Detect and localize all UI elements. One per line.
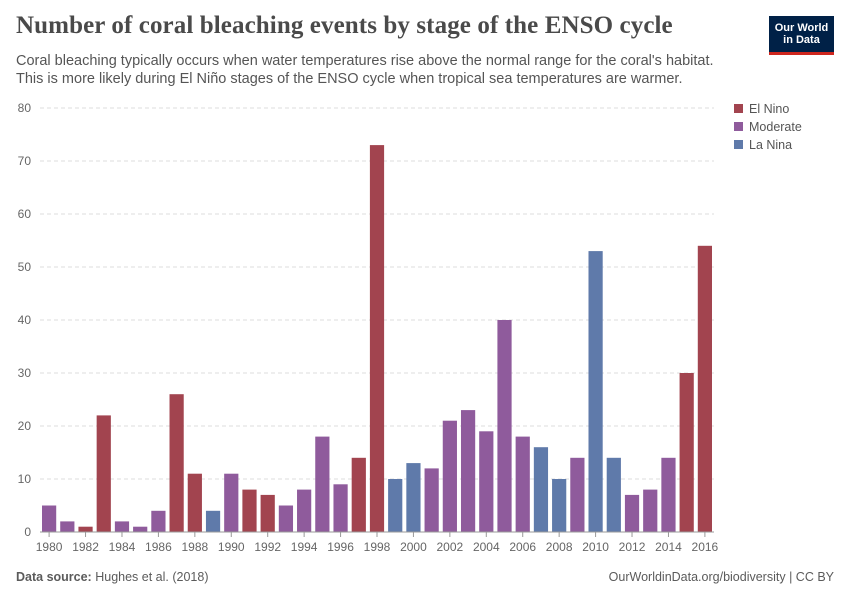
bar-2013[interactable] [643, 489, 658, 532]
x-tick-label: 1998 [364, 540, 391, 554]
owid-logo[interactable]: Our World in Data [769, 16, 834, 55]
site-url[interactable]: OurWorldinData.org/biodiversity | CC BY [608, 570, 834, 584]
chart-subtitle: Coral bleaching typically occurs when wa… [16, 52, 756, 88]
subtitle-line-1: Coral bleaching typically occurs when wa… [16, 53, 714, 69]
bar-1987[interactable] [169, 394, 184, 532]
data-source: Data source: Hughes et al. (2018) [16, 570, 208, 584]
bar-2014[interactable] [661, 457, 676, 532]
bar-1988[interactable] [187, 473, 202, 532]
bar-1983[interactable] [96, 415, 111, 532]
y-tick-label: 20 [18, 419, 32, 433]
data-source-link[interactable]: Hughes et al. (2018) [95, 570, 209, 584]
bar-1985[interactable] [133, 526, 148, 532]
bar-1981[interactable] [60, 521, 75, 532]
bar-2000[interactable] [406, 463, 421, 532]
x-tick-label: 2008 [546, 540, 573, 554]
y-tick-label: 30 [18, 366, 32, 380]
legend-item-la-nina[interactable]: La Nina [749, 138, 792, 152]
bar-2006[interactable] [515, 436, 530, 532]
bar-1989[interactable] [205, 510, 221, 532]
legend-swatch [734, 140, 743, 149]
legend-item-el-nino[interactable]: El Nino [749, 102, 789, 116]
logo-line-2: in Data [783, 34, 820, 46]
bar-1986[interactable] [151, 510, 166, 532]
bar-1996[interactable] [333, 484, 348, 532]
x-tick-label: 1980 [36, 540, 63, 554]
x-tick-label: 2004 [473, 540, 500, 554]
y-tick-label: 0 [24, 525, 31, 539]
bar-1980[interactable] [42, 505, 57, 533]
bar-2008[interactable] [552, 479, 567, 532]
x-tick-label: 1994 [291, 540, 318, 554]
x-tick-label: 1992 [254, 540, 281, 554]
legend-item-moderate[interactable]: Moderate [749, 120, 802, 134]
y-tick-label: 40 [18, 313, 32, 327]
bars [42, 145, 712, 533]
bar-1997[interactable] [351, 457, 366, 532]
bar-1994[interactable] [297, 489, 312, 532]
bar-1984[interactable] [114, 521, 130, 532]
bar-2001[interactable] [424, 468, 439, 532]
bar-2012[interactable] [624, 494, 640, 532]
y-tick-label: 50 [18, 260, 32, 274]
bar-1993[interactable] [278, 505, 294, 533]
x-tick-label: 1984 [109, 540, 136, 554]
bar-2015[interactable] [679, 373, 694, 532]
x-tick-label: 2010 [582, 540, 609, 554]
legend: El Nino Moderate La Nina [734, 102, 802, 152]
bar-1999[interactable] [388, 479, 403, 532]
bar-2009[interactable] [570, 457, 585, 532]
bar-2011[interactable] [606, 457, 621, 532]
x-tick-label: 1982 [72, 540, 99, 554]
y-tick-label: 70 [18, 154, 32, 168]
y-tick-label: 60 [18, 207, 32, 221]
x-tick-label: 2000 [400, 540, 427, 554]
bar-2003[interactable] [460, 410, 476, 532]
data-source-label: Data source: [16, 570, 92, 584]
x-tick-label: 1996 [327, 540, 354, 554]
x-tick-label: 2012 [619, 540, 646, 554]
bar-2007[interactable] [533, 447, 549, 532]
bar-1992[interactable] [260, 494, 275, 532]
legend-swatch [734, 122, 743, 131]
x-tick-label: 1990 [218, 540, 245, 554]
bar-2004[interactable] [479, 431, 494, 532]
x-tick-label: 2002 [437, 540, 464, 554]
bar-2016[interactable] [697, 245, 712, 533]
bar-1998[interactable] [369, 145, 385, 532]
bar-2002[interactable] [442, 420, 457, 532]
x-axis: 1980 1982 1984 1986 1988 1990 1992 1994 1996 1998… [36, 531, 719, 554]
bar-2005[interactable] [497, 320, 512, 532]
x-tick-label: 2016 [692, 540, 719, 554]
bar-1991[interactable] [242, 489, 257, 532]
x-tick-label: 1986 [145, 540, 172, 554]
y-tick-label: 10 [18, 472, 32, 486]
x-tick-label: 2014 [655, 540, 682, 554]
subtitle-line-2: This is more likely during El Niño stage… [16, 71, 683, 87]
logo-line-1: Our World [774, 22, 829, 34]
bar-1995[interactable] [315, 436, 330, 532]
bar-1982[interactable] [78, 526, 93, 532]
y-tick-label: 80 [18, 101, 32, 115]
x-tick-label: 2006 [509, 540, 536, 554]
legend-swatch [734, 104, 743, 113]
bar-2010[interactable] [588, 251, 603, 532]
x-tick-label: 1988 [181, 540, 208, 554]
chart-title: Number of coral bleaching events by stag… [16, 12, 673, 39]
bar-1990[interactable] [224, 473, 239, 532]
y-axis-ticks: 0 10 20 30 40 50 60 70 80 [18, 101, 32, 539]
